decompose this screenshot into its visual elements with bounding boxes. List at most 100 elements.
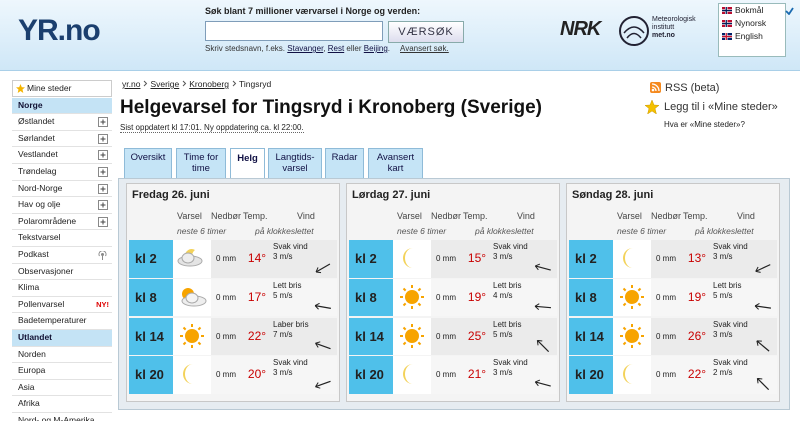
language-label: English (735, 31, 763, 41)
precipitation: 0 mm (216, 254, 236, 263)
nav-item-label: Østlandet (18, 116, 55, 127)
precipitation: 0 mm (656, 331, 676, 341)
tab[interactable]: Oversikt (124, 148, 172, 178)
column-header: Varsel (617, 211, 642, 221)
hint-text: . (387, 44, 391, 53)
breadcrumb-link[interactable]: Kronoberg (189, 79, 229, 89)
nav-item[interactable]: Vestlandet (12, 147, 112, 164)
temperature: 21° (467, 367, 487, 382)
wind-speed: 5 m/s (273, 290, 293, 300)
wind-arrow (753, 339, 773, 355)
star-icon (16, 84, 25, 93)
column-subheader: neste 6 timer (177, 226, 227, 236)
symbol (177, 249, 203, 267)
expand-icon (98, 216, 108, 227)
nav-item[interactable]: Afrika (12, 396, 112, 413)
temperature: 22° (247, 328, 267, 343)
nav-item[interactable]: Sørlandet (12, 131, 112, 148)
arrow (314, 302, 331, 310)
forecast-row: kl 14 0 mm 22° Laber bris 7 m/s (129, 317, 337, 358)
my-places-label: Mine steder (27, 83, 72, 93)
precipitation: 0 mm (436, 370, 456, 380)
language-option[interactable]: English (719, 30, 785, 43)
breadcrumb-link[interactable]: Sverige (150, 79, 180, 89)
tab[interactable]: Avansert kart (368, 148, 423, 178)
wind-speed: 3 m/s (713, 329, 733, 339)
rss-link[interactable]: RSS (beta) (665, 82, 720, 94)
wind-cell: Lett bris 5 m/s (493, 320, 557, 358)
nav-item[interactable]: Østlandet (12, 114, 112, 131)
tab[interactable]: Time for time (176, 148, 226, 178)
expand-icon (98, 200, 108, 211)
column-header: Vind (737, 211, 755, 221)
weather-icon (393, 356, 431, 394)
time-cell: kl 8 (129, 278, 173, 317)
wind-cell: Svak vind 3 m/s (493, 242, 557, 280)
met-logo[interactable]: Meteorologisk institutt met.no (652, 16, 696, 40)
nav-item[interactable]: Norden (12, 347, 112, 364)
time-cell: kl 8 (569, 278, 613, 317)
nav-item[interactable]: Klima (12, 280, 112, 297)
language-option[interactable]: Nynorsk (719, 17, 785, 30)
temperature: 26° (687, 328, 707, 343)
nav-item[interactable]: Pollenvarsel NY! (12, 297, 112, 314)
nav-item[interactable]: Trøndelag (12, 164, 112, 181)
time-cell: kl 2 (129, 240, 173, 278)
temperature: 22° (687, 367, 707, 382)
forecast-row: kl 20 0 mm 20° Svak vind 3 m/s (129, 356, 337, 394)
tab[interactable]: Helg (230, 148, 265, 179)
nav-section-header[interactable]: Norge (12, 97, 112, 115)
nav-item-label: Badetemperaturer (18, 315, 87, 326)
hint-link[interactable]: Stavanger (287, 44, 324, 53)
nav-item[interactable]: Podkast (12, 247, 112, 264)
forecast-row: kl 8 0 mm 19° Lett bris 4 m/s (349, 278, 557, 317)
wind-arrow (753, 378, 773, 393)
weather-icon (173, 278, 211, 317)
arrow (534, 263, 551, 271)
wind-cell: Laber bris 7 m/s (273, 320, 337, 358)
arrow (315, 340, 331, 349)
search-label: Søk blant 7 millioner værvarsel i Norge … (205, 6, 421, 16)
what-my-places[interactable]: Hva er «Mine steder»? (664, 120, 745, 129)
logo[interactable]: YR.no (18, 14, 101, 47)
advanced-search-link[interactable]: Avansert søk. (400, 44, 449, 53)
tab[interactable]: Langtids-varsel (268, 148, 322, 178)
wind-arrow (313, 378, 333, 393)
hint-link[interactable]: Beijing (363, 44, 388, 53)
wind-cell: Lett bris 5 m/s (273, 281, 337, 319)
nav-item-label: Europa (18, 365, 46, 376)
nav-item[interactable]: Europa (12, 363, 112, 380)
nav-item[interactable]: Polarområdene (12, 214, 112, 231)
nav-item[interactable]: Hav og olje (12, 197, 112, 214)
search-input[interactable] (205, 21, 383, 41)
tab[interactable]: Radar (325, 148, 364, 178)
add-my-places[interactable]: Legg til i «Mine steder» (664, 101, 778, 113)
day-title: Lørdag 27. juni (352, 189, 431, 201)
nrk-logo[interactable]: NRK (560, 18, 601, 40)
expand-icon (98, 133, 108, 144)
search-button[interactable]: VÆRSØK (388, 21, 464, 43)
hint-link[interactable]: Rest (327, 44, 345, 53)
column-header: Vind (517, 211, 535, 221)
nav-item[interactable]: Observasjoner (12, 264, 112, 281)
language-option[interactable]: Bokmål (719, 4, 794, 17)
wind-description: Lett bris (493, 280, 522, 290)
nav-item[interactable]: Nord- og M-Amerika (12, 413, 112, 421)
precipitation: 0 mm (436, 254, 456, 263)
nav-item[interactable]: Nord-Norge (12, 181, 112, 198)
nav-item-label: Trøndelag (18, 165, 57, 176)
hint-text: Skriv stedsnavn, f.eks. (205, 44, 288, 53)
nav-item[interactable]: Badetemperaturer (12, 313, 112, 330)
wind-speed: 3 m/s (713, 252, 733, 261)
my-places[interactable]: Mine steder (12, 80, 112, 97)
forecast-row: kl 2 0 mm 13° Svak vind 3 m/s (569, 240, 777, 278)
nav-item-label: Sørlandet (18, 132, 55, 143)
column-header: Nedbør (431, 211, 462, 221)
nav-item[interactable]: Asia (12, 380, 112, 397)
nav-section-header[interactable]: Utlandet (12, 329, 112, 347)
nav-item[interactable]: Tekstvarsel (12, 230, 112, 247)
nav-item-label: Vestlandet (18, 149, 58, 160)
arrow (754, 302, 772, 310)
breadcrumb-link[interactable]: yr.no (122, 79, 141, 89)
